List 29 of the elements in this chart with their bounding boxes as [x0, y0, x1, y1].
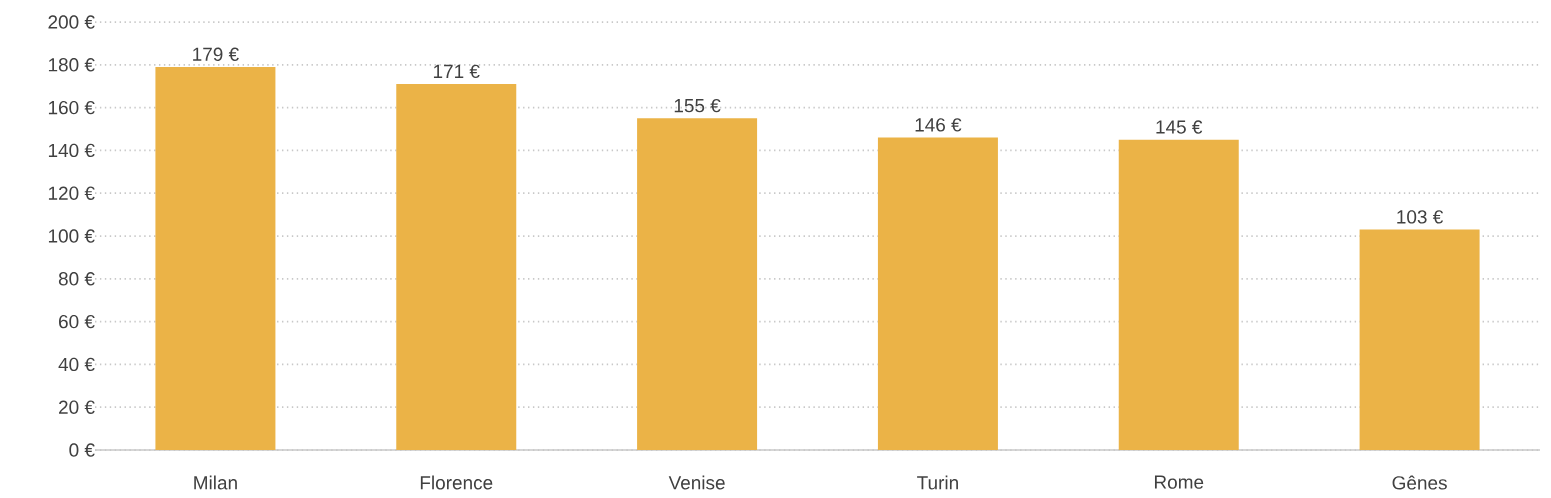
y-tick-label: 160 € — [48, 100, 95, 115]
y-tick-label: 60 € — [59, 314, 95, 329]
data-label: 145 € — [1156, 120, 1203, 134]
y-tick-label: 20 € — [59, 400, 95, 414]
y-tick-label: 180 € — [48, 58, 95, 72]
data-label: 155 € — [674, 98, 721, 113]
bar — [1359, 229, 1480, 451]
bar — [1118, 139, 1239, 451]
data-label: 103 € — [1397, 210, 1444, 224]
y-tick-label: 140 € — [48, 143, 95, 158]
x-tick-label: Venise — [668, 475, 725, 490]
x-tick-label: Turin — [917, 475, 958, 490]
y-tick-label: 200 € — [48, 15, 95, 29]
bar — [155, 66, 276, 451]
x-tick-label: Rome — [1154, 475, 1204, 489]
y-tick-label: 100 € — [48, 229, 95, 243]
data-label: 179 € — [193, 47, 239, 61]
bar — [396, 84, 517, 451]
y-tick-label: 120 € — [48, 186, 95, 200]
bar — [637, 118, 758, 451]
bar — [877, 137, 998, 451]
x-tick-label: Milan — [194, 475, 237, 490]
y-tick-label: 40 € — [58, 357, 95, 372]
y-tick-label: 0 € — [69, 443, 95, 457]
x-tick-label: Gênes — [1392, 475, 1447, 490]
data-label: 171 € — [433, 64, 480, 79]
data-label: 146 € — [915, 118, 962, 132]
y-tick-label: 80 € — [58, 272, 95, 286]
x-tick-label: Florence — [420, 475, 493, 490]
